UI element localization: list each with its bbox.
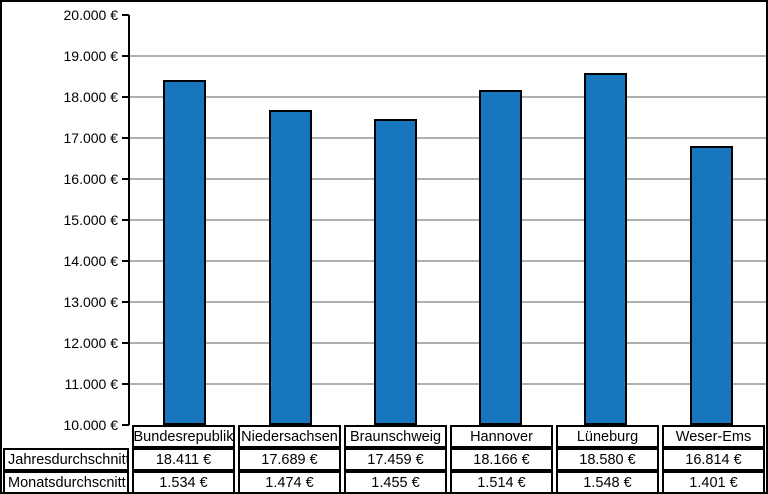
value-cell: 18.411 € [132,448,235,471]
y-tick [122,260,129,262]
value-cell: 18.166 € [450,448,553,471]
value-cell: 1.514 € [450,471,553,492]
y-tick-label: 10.000 € [63,417,119,433]
y-tick-label: 15.000 € [63,212,119,228]
y-tick [122,342,129,344]
gridline [130,383,766,385]
y-tick [122,383,129,385]
row-header-cell: Monatsdurchscnitt [3,471,129,492]
value-cell: 17.459 € [344,448,447,471]
value-cell: 1.534 € [132,471,235,492]
y-tick [122,178,129,180]
data-table: Bundesrepublik Niedersachsen Braunschwei… [3,425,765,492]
y-tick-label: 16.000 € [63,171,119,187]
value-cell: 1.474 € [238,471,341,492]
y-tick [122,424,129,426]
gridline [130,137,766,139]
y-tick [122,14,129,16]
category-cell: Hannover [450,425,553,448]
value-cell: 18.580 € [556,448,659,471]
category-cell: Bundesrepublik [132,425,235,448]
bar-bundesrepublik [163,80,206,425]
y-tick [122,137,129,139]
y-tick-label: 11.000 € [64,376,118,392]
gridline [130,55,766,57]
category-cell: Weser-Ems [662,425,765,448]
gridline [130,342,766,344]
bar-niedersachsen [269,109,312,425]
y-tick-label: 12.000 € [63,335,119,351]
value-cell: 1.401 € [662,471,765,492]
category-cell: Niedersachsen [238,425,341,448]
gridline [130,219,766,221]
plot-area: 10.000 € 11.000 € 12.000 € 13.000 € 14.000 €… [2,2,766,433]
gridline [130,96,766,98]
category-cell: Lüneburg [556,425,659,448]
bar-weser-ems [690,145,733,425]
y-tick-label: 13.000 € [63,294,119,310]
value-cell: 16.814 € [662,448,765,471]
gridline [130,260,766,262]
y-tick-label: 18.000 € [63,89,119,105]
y-tick [122,96,129,98]
gridline [130,178,766,180]
y-tick [122,219,129,221]
y-tick-label: 19.000 € [63,48,119,64]
y-tick [122,301,129,303]
y-tick-label: 20.000 € [63,7,119,23]
gridline [130,301,766,303]
y-tick [122,55,129,57]
value-cell: 17.689 € [238,448,341,471]
y-tick-label: 17.000 € [63,130,119,146]
value-cell: 1.455 € [344,471,447,492]
bar-hannover [479,90,522,425]
value-cell: 1.548 € [556,471,659,492]
bar-braunschweig [374,119,417,425]
category-cell: Braunschweig [344,425,447,448]
y-tick-label: 14.000 € [63,253,119,269]
bar-l-neburg [584,73,627,425]
table-corner-spacer [3,425,129,448]
y-axis-line [128,15,130,425]
row-header-cell: Jahresdurchschnitt [3,448,129,471]
